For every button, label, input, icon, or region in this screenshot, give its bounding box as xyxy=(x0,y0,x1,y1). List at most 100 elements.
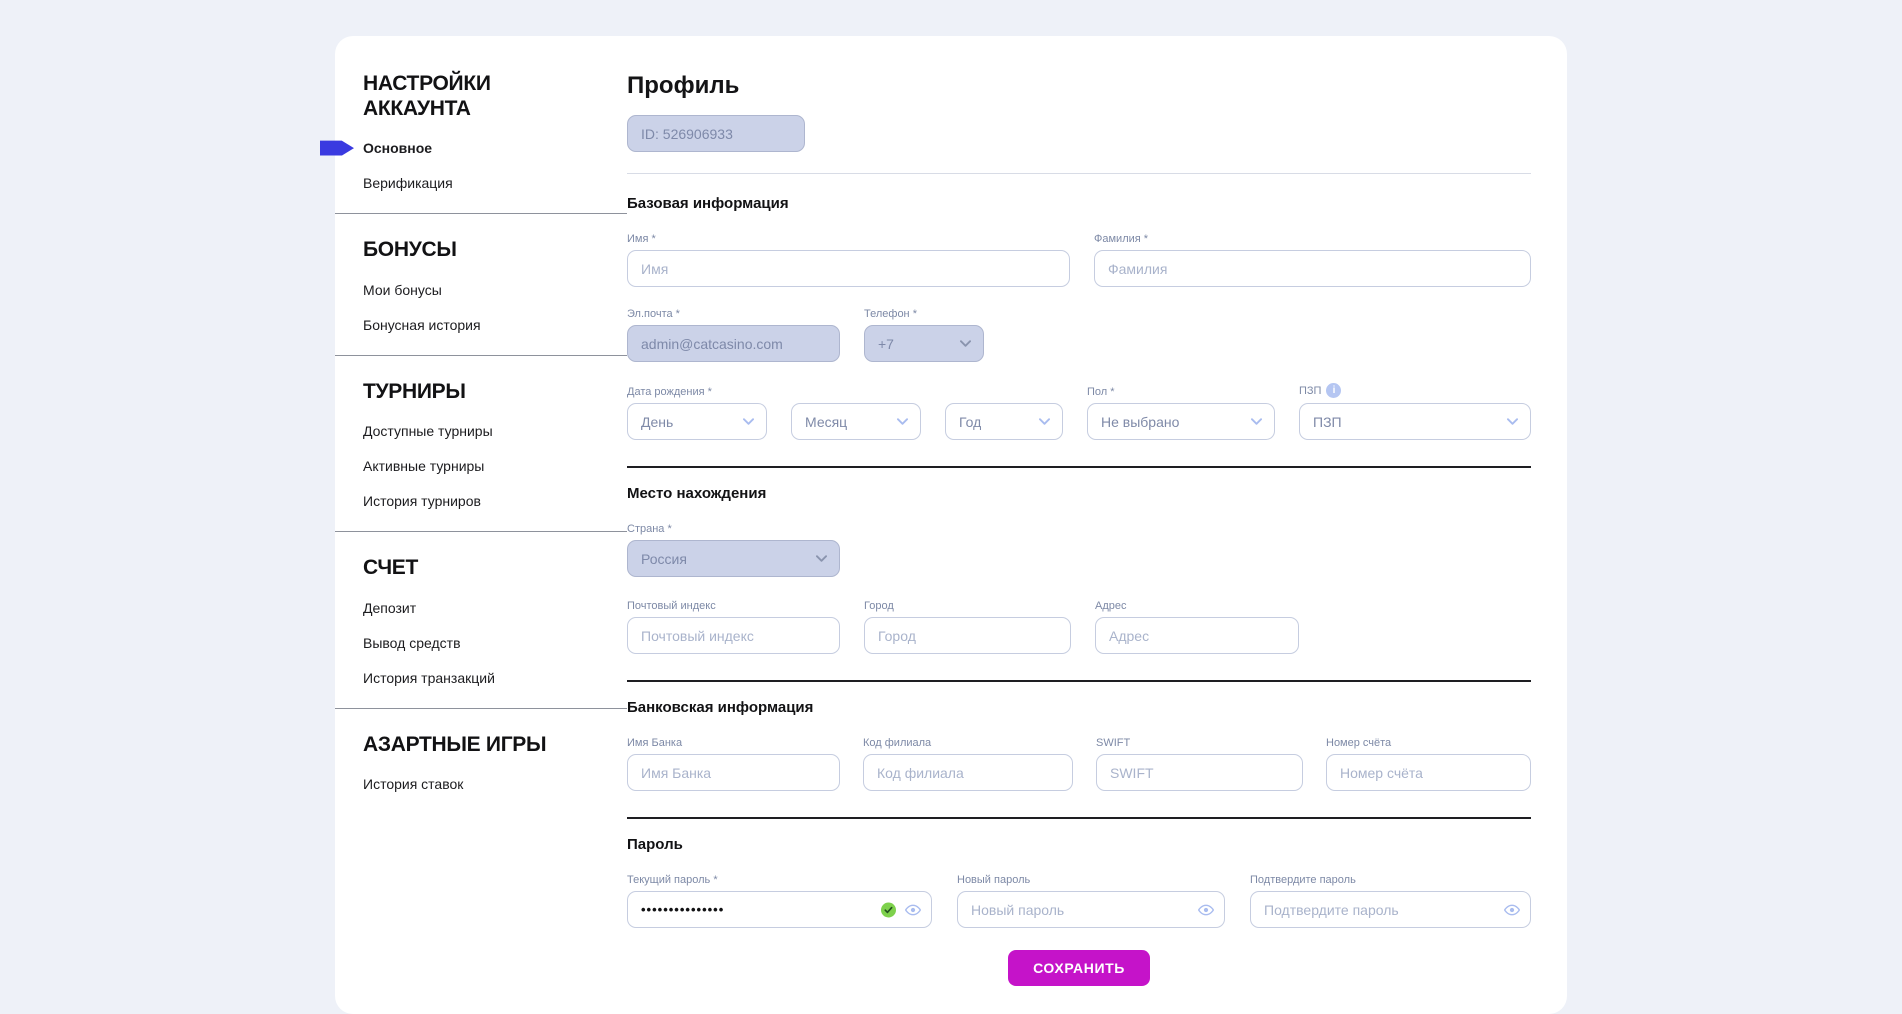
birth-year-select[interactable]: Год xyxy=(945,403,1063,440)
sidebar-heading-bonuses: БОНУСЫ xyxy=(363,238,457,262)
chevron-down-icon xyxy=(743,418,754,425)
chevron-down-icon xyxy=(897,418,908,425)
save-button[interactable]: СОХРАНИТЬ xyxy=(1008,950,1150,986)
new-password-input[interactable] xyxy=(957,891,1225,928)
sidebar-item-bet-history[interactable]: История ставок xyxy=(363,776,463,792)
last-name-field: Фамилия * xyxy=(1094,233,1531,287)
address-label: Адрес xyxy=(1095,600,1127,612)
sidebar-divider xyxy=(335,213,627,215)
bank-name-field: Имя Банка xyxy=(627,737,840,791)
address-input[interactable] xyxy=(1095,617,1299,654)
postal-code-field: Почтовый индекс xyxy=(627,600,840,654)
chevron-down-icon xyxy=(960,340,971,347)
sidebar-item-label: Верификация xyxy=(363,175,453,192)
bank-section: Банковская информация Имя Банка Код фили… xyxy=(627,680,1531,791)
account-number-input[interactable] xyxy=(1326,754,1531,791)
check-circle-icon xyxy=(881,902,896,917)
sidebar: НАСТРОЙКИ АККАУНТА Основное Верификация … xyxy=(320,58,627,1014)
sidebar-heading-account-settings: НАСТРОЙКИ АККАУНТА xyxy=(363,72,491,120)
country-value: Россия xyxy=(641,550,687,567)
birth-year-value: Год xyxy=(959,413,982,430)
first-name-label: Имя * xyxy=(627,233,656,245)
postal-code-label: Почтовый индекс xyxy=(627,600,716,612)
birth-date-label: Дата рождения * xyxy=(627,386,712,398)
sidebar-item-transaction-history[interactable]: История транзакций xyxy=(363,670,495,686)
branch-code-label: Код филиала xyxy=(863,737,932,749)
city-field: Город xyxy=(864,600,1071,654)
birth-month-value: Месяц xyxy=(805,413,848,430)
bank-name-input[interactable] xyxy=(627,754,840,791)
info-icon[interactable]: i xyxy=(1326,383,1342,398)
sidebar-item-label: Доступные турниры xyxy=(363,423,493,440)
bank-heading: Банковская информация xyxy=(627,699,814,716)
phone-code-select: +7 xyxy=(864,325,984,362)
sidebar-divider xyxy=(335,354,627,356)
first-name-input[interactable] xyxy=(627,250,1070,287)
pzp-select[interactable]: ПЗП xyxy=(1299,403,1531,440)
confirm-password-label: Подтвердите пароль xyxy=(1250,874,1356,886)
profile-content: Профиль Базовая информация Имя * Фамилия… xyxy=(627,58,1531,1014)
sidebar-divider xyxy=(335,707,627,709)
sidebar-heading-account: СЧЕТ xyxy=(363,556,419,580)
sidebar-item-label: Основное xyxy=(363,140,433,157)
sidebar-item-deposit[interactable]: Депозит xyxy=(363,600,416,616)
city-input[interactable] xyxy=(864,617,1071,654)
sidebar-item-withdrawal[interactable]: Вывод средств xyxy=(363,635,461,651)
new-password-label: Новый пароль xyxy=(957,874,1031,886)
postal-code-input[interactable] xyxy=(627,617,840,654)
chevron-down-icon xyxy=(816,555,827,562)
new-password-field: Новый пароль xyxy=(957,874,1225,928)
password-heading: Пароль xyxy=(627,836,683,853)
phone-code-value: +7 xyxy=(878,335,894,352)
sidebar-item-verification[interactable]: Верификация xyxy=(363,175,453,191)
location-section: Место нахождения Страна * Россия Почтовы… xyxy=(627,466,1531,654)
gender-field: Пол * Не выбрано xyxy=(1087,386,1275,440)
sidebar-item-my-bonuses[interactable]: Мои бонусы xyxy=(363,282,442,298)
sidebar-item-tournament-history[interactable]: История турниров xyxy=(363,493,481,509)
sidebar-item-label: Депозит xyxy=(363,599,417,616)
sidebar-item-available-tournaments[interactable]: Доступные турниры xyxy=(363,423,493,439)
phone-label: Телефон * xyxy=(864,308,917,320)
confirm-password-input[interactable] xyxy=(1250,891,1531,928)
current-password-field: Текущий пароль * xyxy=(627,874,932,928)
divider xyxy=(627,173,1531,174)
birth-day-select[interactable]: День xyxy=(627,403,767,440)
country-select: Россия xyxy=(627,540,840,577)
chevron-down-icon xyxy=(1251,418,1262,425)
gender-select[interactable]: Не выбрано xyxy=(1087,403,1275,440)
first-name-field: Имя * xyxy=(627,233,1070,287)
sidebar-item-label: История транзакций xyxy=(363,669,495,686)
password-section: Пароль Текущий пароль * Новы xyxy=(627,817,1531,986)
eye-icon[interactable] xyxy=(905,903,921,916)
swift-input[interactable] xyxy=(1096,754,1303,791)
account-number-field: Номер счёта xyxy=(1326,737,1531,791)
sidebar-heading-tournaments: ТУРНИРЫ xyxy=(363,379,466,403)
sidebar-item-label: Вывод средств xyxy=(363,634,461,651)
sidebar-heading-gambling: АЗАРТНЫЕ ИГРЫ xyxy=(363,732,547,756)
current-password-label: Текущий пароль * xyxy=(627,874,718,886)
swift-label: SWIFT xyxy=(1096,737,1131,749)
email-label: Эл.почта * xyxy=(627,308,680,320)
branch-code-input[interactable] xyxy=(863,754,1073,791)
birth-date-field: Дата рождения * День Месяц Год xyxy=(627,386,1063,440)
eye-icon[interactable] xyxy=(1198,903,1214,916)
sidebar-item-main[interactable]: Основное xyxy=(320,140,433,157)
address-field: Адрес xyxy=(1095,600,1299,654)
sidebar-item-label: История турниров xyxy=(363,493,481,510)
last-name-label: Фамилия * xyxy=(1094,233,1149,245)
basic-info-heading: Базовая информация xyxy=(627,195,789,212)
city-label: Город xyxy=(864,600,894,612)
sidebar-item-bonus-history[interactable]: Бонусная история xyxy=(363,317,481,333)
country-field: Страна * Россия xyxy=(627,523,840,577)
gender-value: Не выбрано xyxy=(1101,413,1180,430)
eye-icon[interactable] xyxy=(1504,903,1520,916)
sidebar-item-active-tournaments[interactable]: Активные турниры xyxy=(363,458,484,474)
last-name-input[interactable] xyxy=(1094,250,1531,287)
swift-field: SWIFT xyxy=(1096,737,1303,791)
birth-month-select[interactable]: Месяц xyxy=(791,403,921,440)
active-indicator-arrow xyxy=(320,140,354,156)
pzp-label-text: ПЗП xyxy=(1299,384,1322,397)
account-number-label: Номер счёта xyxy=(1326,737,1392,749)
location-heading: Место нахождения xyxy=(627,485,767,502)
sidebar-item-label: Активные турниры xyxy=(363,458,485,475)
